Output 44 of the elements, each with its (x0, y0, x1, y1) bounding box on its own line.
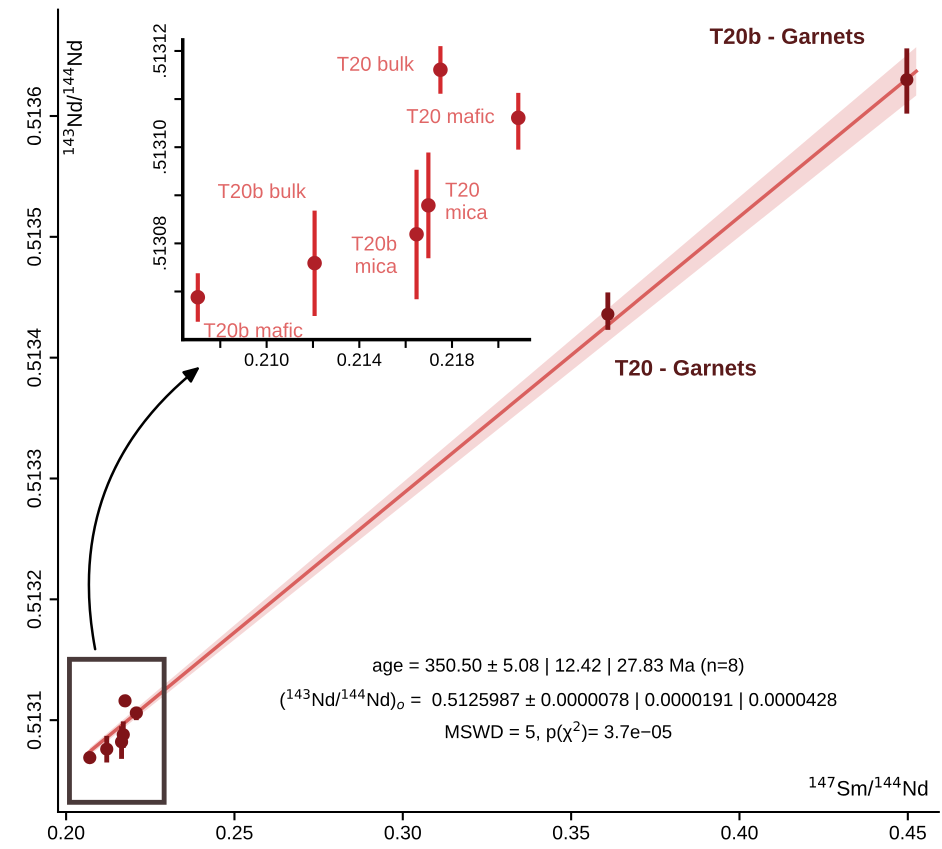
annotation: T20b mafic (204, 322, 302, 338)
x-axis-title: $^{147}$Sm/$^{144}$Nd (810, 776, 928, 796)
y-tick-label: .51310 (153, 120, 166, 174)
y-tick-label: 0.5132 (27, 570, 41, 628)
annotation: ($^{143}$Nd/$^{144}$Nd)$_{o}$ = 0.5125987 ± 0.0000078 | 0.0000191 | 0.0000428 (280, 689, 836, 710)
point (83, 751, 96, 764)
annotation: age = 350.50 ± 5.08 | 12.42 | 27.83 Ma (n=8) (372, 658, 744, 676)
x-tick-label: 0.210 (244, 353, 289, 366)
x-tick-label: 0.30 (384, 826, 421, 840)
x-tick-label: 0.35 (552, 826, 590, 840)
point (116, 728, 130, 742)
point (900, 73, 914, 86)
annotation: T20 mica (445, 182, 488, 220)
point (307, 256, 322, 270)
y-tick-label: 0.5136 (27, 87, 41, 145)
annotation: T20 mafic (406, 108, 494, 124)
y-tick-label: .51312 (153, 24, 166, 77)
y-tick-label: 0.5133 (27, 450, 41, 508)
annotation: T20 - Garnets (615, 360, 756, 376)
point (601, 308, 614, 321)
x-tick-label: 0.214 (337, 353, 382, 366)
point (118, 694, 132, 708)
point (511, 110, 526, 126)
x-tick-label: 0.20 (48, 826, 84, 840)
annotation: T20b mica (352, 236, 398, 274)
annotation: T20b bulk (218, 183, 306, 198)
x-tick-label: 0.218 (430, 353, 474, 366)
y-tick-label: 0.5131 (27, 691, 41, 750)
y-tick-label: 0.5134 (27, 328, 41, 387)
x-tick-label: 0.25 (216, 826, 253, 840)
point (421, 198, 436, 213)
point (190, 290, 206, 305)
y-axis-title: $^{143}$Nd/$^{144}$Nd (62, 41, 82, 154)
x-tick-label: 0.45 (890, 826, 926, 840)
y-tick-label: 0.5135 (27, 208, 41, 266)
annotation: T20b - Garnets (710, 28, 864, 44)
y-tick-label: .51308 (153, 216, 166, 270)
x-tick-label: 0.40 (721, 826, 758, 840)
point (130, 706, 143, 720)
point (433, 62, 448, 78)
point (409, 226, 424, 242)
point (100, 742, 114, 756)
annotation: T20 bulk (337, 56, 414, 71)
annotation: MSWD = 5, p(χ$^{2}$)= 3.7e−05 (446, 721, 672, 742)
